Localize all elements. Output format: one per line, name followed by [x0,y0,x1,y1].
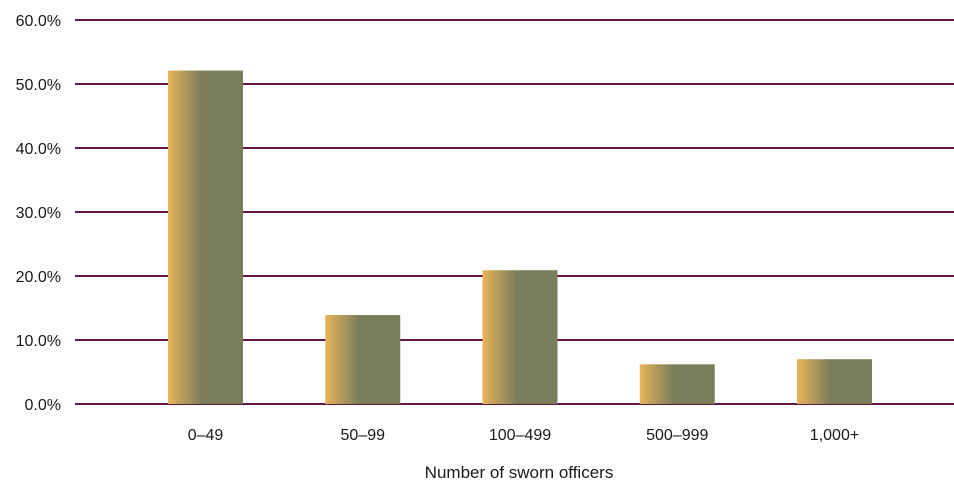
bars [168,70,872,404]
bar [482,270,558,404]
x-tick-label: 50–99 [341,427,386,444]
x-tick-label: 100–499 [489,427,551,444]
y-tick-label: 40.0% [16,141,61,158]
x-tick-label: 1,000+ [810,427,859,444]
x-axis-tick-labels: 0–49 50–99 100–499 500–999 1,000+ [188,427,859,444]
bar [325,315,401,404]
y-tick-label: 10.0% [16,333,61,350]
bar [797,359,872,404]
bar [168,70,243,404]
x-tick-label: 0–49 [188,427,224,444]
x-tick-label: 500–999 [646,427,708,444]
y-tick-label: 50.0% [16,77,61,94]
x-axis-title: Number of sworn officers [425,463,614,482]
y-tick-label: 0.0% [25,397,61,414]
y-tick-label: 30.0% [16,205,61,222]
bar [639,364,715,404]
y-tick-label: 60.0% [16,13,61,30]
y-axis-tick-labels: 0.0% 10.0% 20.0% 30.0% 40.0% 50.0% 60.0% [16,13,61,414]
y-tick-label: 20.0% [16,269,61,286]
